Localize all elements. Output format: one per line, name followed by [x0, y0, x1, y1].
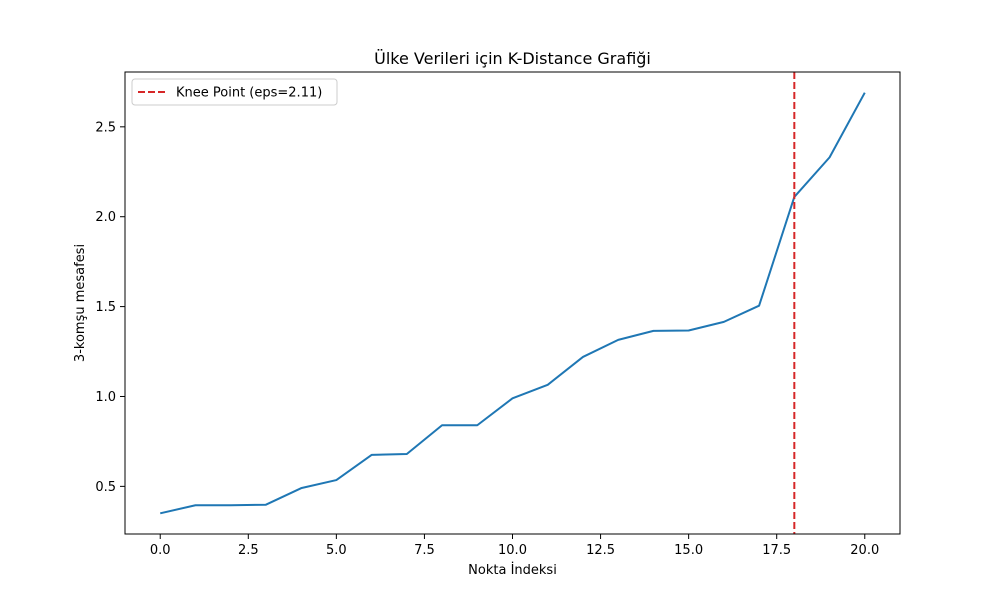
- x-axis-label: Nokta İndeksi: [468, 562, 557, 578]
- y-tick-label: 2.5: [95, 120, 116, 135]
- y-axis: 0.5 1.0 1.5 2.0 2.5: [95, 120, 125, 495]
- legend-label: Knee Point (eps=2.11): [176, 86, 322, 101]
- series-line-0: [160, 92, 866, 515]
- legend-box: [131, 78, 338, 106]
- x-axis: 0.0 2.5 5.0 7.5 10.0 12.5 15.0 17.5 20.0: [150, 534, 879, 558]
- x-tick-label: 17.5: [762, 543, 791, 558]
- y-tick-label: 1.5: [95, 300, 116, 315]
- x-tick-label: 2.5: [238, 543, 259, 558]
- x-tick-label: 12.5: [586, 543, 615, 558]
- chart-title: Ülke Verileri için K-Distance Grafiği: [374, 49, 651, 68]
- x-tick-label: 5.0: [326, 543, 347, 558]
- x-tick-label: 20.0: [850, 543, 879, 558]
- y-tick-label: 2.0: [95, 210, 116, 225]
- x-tick-label: 15.0: [674, 543, 703, 558]
- y-axis-label: 3-komşu mesafesi: [73, 244, 88, 362]
- x-tick-label: 10.0: [498, 543, 527, 558]
- legend: Knee Point (eps=2.11): [131, 78, 338, 106]
- x-tick-label: 0.0: [150, 543, 171, 558]
- y-tick-label: 0.5: [95, 480, 116, 495]
- y-tick-label: 1.0: [95, 390, 116, 405]
- x-tick-label: 7.5: [414, 543, 435, 558]
